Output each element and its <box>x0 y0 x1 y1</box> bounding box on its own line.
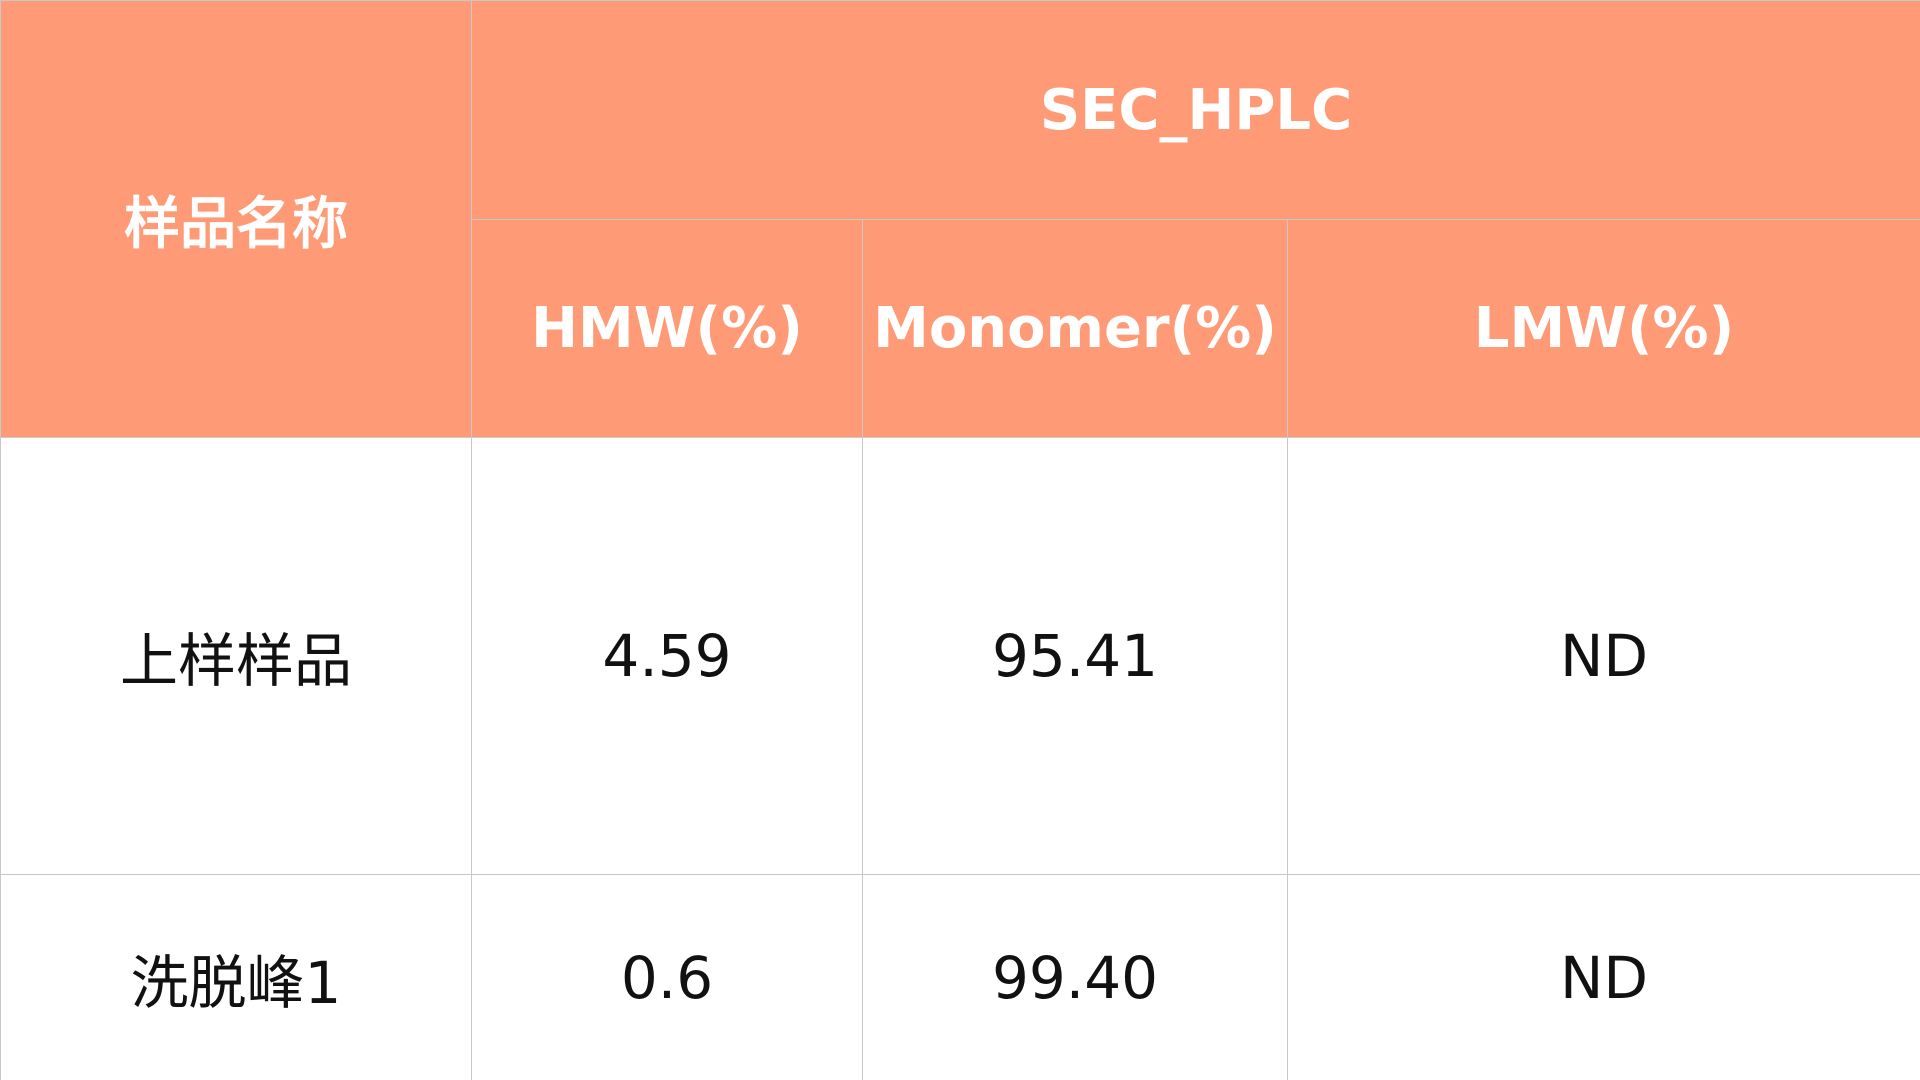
cell: 99.40 <box>862 874 1288 1080</box>
header-cell: Monomer(%) <box>862 219 1288 438</box>
data-row: 洗脱峰1 0.6 99.40 ND <box>0 874 1920 1080</box>
data-row: 上样样品 4.59 95.41 ND <box>0 437 1920 875</box>
header-row: 样品名称 SEC_HPLC <box>0 0 1920 438</box>
header-cell: LMW(%) <box>1286 219 1920 438</box>
header-cell: 样品名称 <box>0 0 472 438</box>
cell: 4.59 <box>471 437 863 875</box>
cell: 洗脱峰1 <box>0 874 472 1080</box>
cell: ND <box>1286 874 1920 1080</box>
cell: 95.41 <box>862 437 1288 875</box>
cell: ND <box>1286 437 1920 875</box>
cell: 0.6 <box>471 874 863 1080</box>
header-cell: HMW(%) <box>471 219 863 438</box>
header-row: HMW(%) Monomer(%) LMW(%) <box>1 219 1920 438</box>
cell: 上样样品 <box>0 437 472 875</box>
header-cell: SEC_HPLC <box>470 0 1920 220</box>
